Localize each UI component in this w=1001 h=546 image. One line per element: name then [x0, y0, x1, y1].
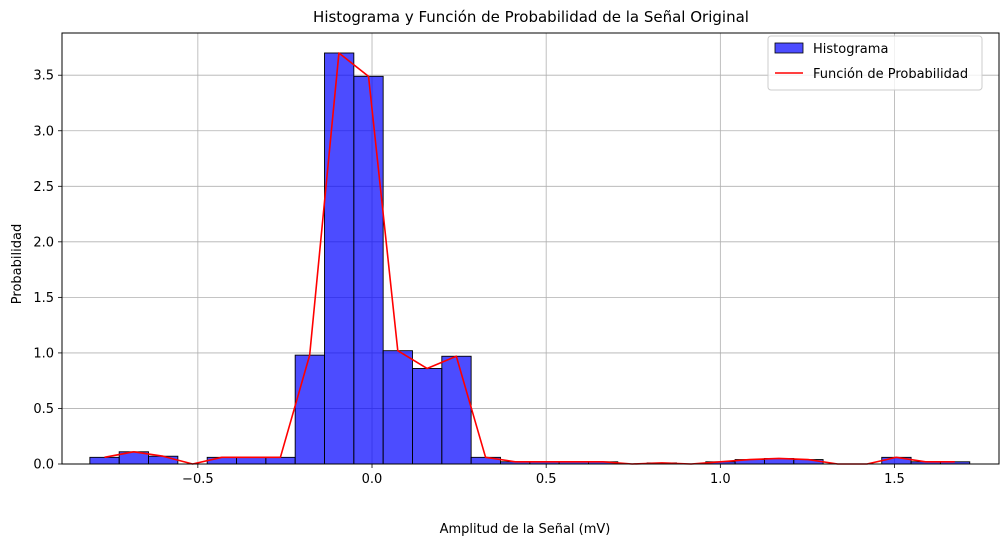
histogram-bars [89, 52, 971, 465]
y-tick-label: 0.0 [33, 458, 54, 473]
histogram-bar [382, 350, 413, 465]
histogram-bar [236, 456, 267, 465]
y-axis-label: Probabilidad [10, 224, 25, 304]
legend-swatch-histograma [774, 42, 804, 54]
legend-label-histograma: Histograma [813, 42, 888, 57]
y-tick-label: 1.5 [33, 291, 54, 306]
histogram-bar [324, 52, 355, 465]
x-axis-label: Amplitud de la Señal (mV) [440, 522, 611, 537]
x-tick-label: 1.5 [884, 472, 905, 487]
y-tick-label: 3.5 [33, 69, 54, 84]
x-axis-ticks: −0.5 0.0 0.5 1.0 1.5 [182, 464, 905, 487]
y-tick-label: 2.5 [33, 180, 54, 195]
probability-line-path [104, 52, 955, 465]
histogram-bar [265, 456, 296, 465]
histogram-bar [353, 75, 384, 465]
y-tick-label: 1.0 [33, 346, 54, 361]
plot-frame [61, 32, 1000, 465]
histogram-bar [294, 354, 325, 465]
probability-line [104, 52, 955, 465]
histogram-bar [148, 455, 179, 465]
x-tick-label: −0.5 [182, 472, 214, 487]
legend-box [767, 35, 983, 91]
histogram-bar [441, 355, 472, 465]
x-tick-label: 1.0 [710, 472, 731, 487]
y-tick-label: 0.5 [33, 402, 54, 417]
grid [62, 33, 999, 465]
chart-title: Histograma y Función de Probabilidad de … [313, 8, 749, 26]
x-tick-label: 0.0 [362, 472, 383, 487]
x-tick-label: 0.5 [536, 472, 557, 487]
y-tick-label: 2.0 [33, 235, 54, 250]
y-axis-ticks: 0.0 0.5 1.0 1.5 2.0 2.5 3.0 3.5 [33, 69, 62, 473]
histogram-bar [206, 456, 237, 465]
legend-label-probabilidad: Función de Probabilidad [813, 67, 968, 82]
y-tick-label: 3.0 [33, 124, 54, 139]
legend: Histograma Función de Probabilidad [767, 35, 983, 91]
histogram-bar [89, 456, 120, 465]
histogram-bar [412, 368, 443, 465]
